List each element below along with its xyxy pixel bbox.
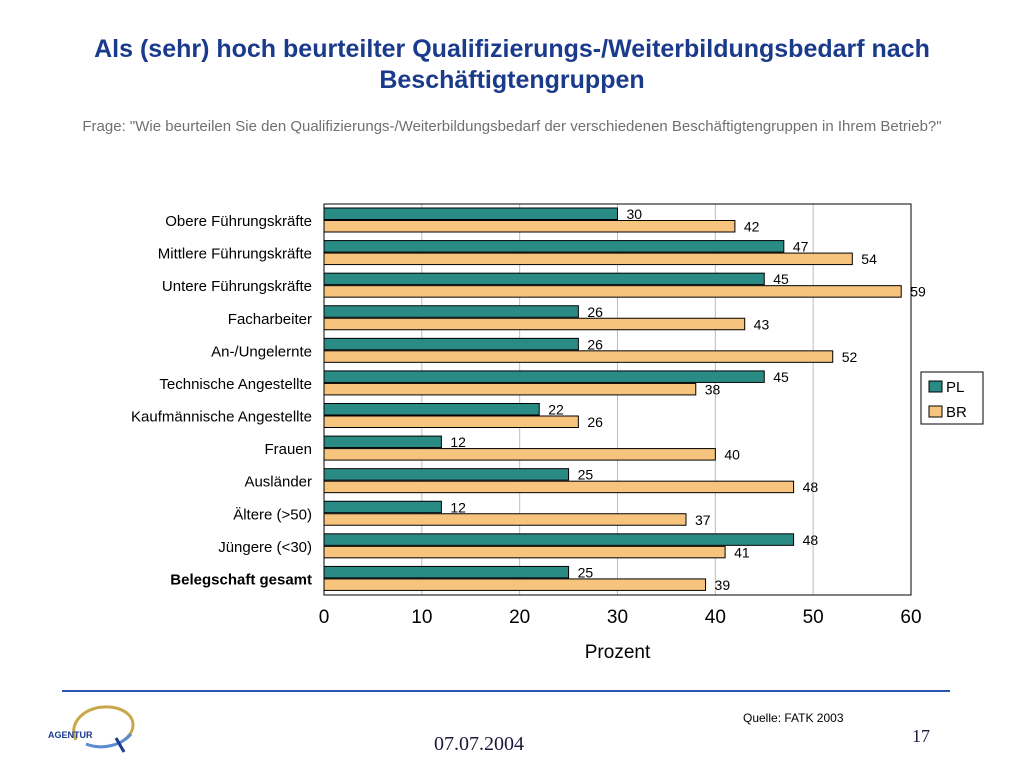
br-bar <box>323 252 853 266</box>
category-label: Mittlere Führungskräfte <box>158 246 312 263</box>
x-tick-label: 50 <box>803 607 824 628</box>
category-label: Ältere (>50) <box>233 506 312 523</box>
pl-bar <box>323 272 765 286</box>
br-bar <box>323 285 902 298</box>
br-bar <box>323 480 795 494</box>
data-label: 22 <box>548 402 564 418</box>
category-label: Belegschaft gesamt <box>170 571 312 588</box>
data-label: 40 <box>724 447 740 463</box>
data-label: 25 <box>578 564 594 580</box>
br-bar <box>323 350 834 363</box>
data-label: 48 <box>803 479 819 495</box>
x-tick-label: 20 <box>509 607 530 628</box>
category-label: Obere Führungskräfte <box>165 213 312 230</box>
category-label: Frauen <box>264 441 312 458</box>
data-label: 26 <box>587 336 603 352</box>
pl-bar <box>323 403 540 416</box>
x-tick-label: 10 <box>411 607 432 628</box>
category-label: An-/Ungelernte <box>211 343 312 360</box>
category-label: Technische Angestellte <box>159 376 312 393</box>
legend-label: BR <box>946 404 967 421</box>
category-label: Kaufmännische Angestellte <box>131 409 312 426</box>
source-note: Quelle: FATK 2003 <box>743 711 844 725</box>
bar-chart: Obere Führungskräfte 30 42 Mittlere Führung… <box>131 203 984 663</box>
data-label: 37 <box>695 512 711 528</box>
pl-bar <box>323 305 579 318</box>
category-label: Jüngere (<30) <box>218 539 312 556</box>
legend-label: PL <box>946 379 964 396</box>
br-bar <box>323 578 707 591</box>
data-label: 38 <box>705 381 721 397</box>
category-label: Facharbeiter <box>228 311 312 328</box>
data-label: 39 <box>715 577 731 593</box>
category-label: Untere Führungskräfte <box>162 278 312 295</box>
br-bar <box>323 545 726 559</box>
x-tick-label: 60 <box>900 607 921 628</box>
pl-bar <box>323 435 442 449</box>
x-tick-label: 0 <box>319 607 330 628</box>
data-label: 45 <box>773 271 789 287</box>
x-tick-label: 40 <box>705 607 726 628</box>
pl-bar <box>323 565 570 579</box>
data-label: 12 <box>450 434 466 450</box>
legend-swatch-br <box>928 405 943 418</box>
data-label: 54 <box>861 251 877 267</box>
br-bar <box>323 513 687 526</box>
data-label: 48 <box>803 532 819 548</box>
pl-bar <box>323 468 570 481</box>
pl-bar <box>323 207 618 220</box>
data-label: 26 <box>587 414 603 430</box>
data-label: 45 <box>773 369 789 385</box>
data-label: 25 <box>578 467 594 483</box>
data-label: 12 <box>450 499 466 515</box>
data-label: 47 <box>793 239 809 255</box>
pl-bar <box>323 370 765 383</box>
data-label: 41 <box>734 544 750 560</box>
data-label: 42 <box>744 219 760 235</box>
data-label: 59 <box>910 284 926 300</box>
br-bar <box>323 415 579 428</box>
plot-frame <box>323 203 912 596</box>
pl-bar <box>323 240 785 253</box>
br-bar <box>323 448 716 461</box>
chart-subtitle: Frage: "Wie beurteilen Sie den Qualifizi… <box>82 118 942 135</box>
data-label: 30 <box>627 206 643 222</box>
pl-bar <box>323 533 795 546</box>
x-axis-label: Prozent <box>585 642 651 663</box>
x-tick-label: 30 <box>607 607 628 628</box>
data-label: 43 <box>754 316 770 332</box>
category-label: Ausländer <box>244 474 312 491</box>
br-bar <box>323 382 697 396</box>
br-bar <box>323 220 736 233</box>
data-label: 26 <box>587 304 603 320</box>
page-number: 17 <box>912 726 930 746</box>
agentur-logo: AGENTUR <box>48 705 135 753</box>
chart-title: Als (sehr) hoch beurteilter Qualifizieru… <box>94 35 930 94</box>
date-label: 07.07.2004 <box>434 733 524 755</box>
pl-bar <box>323 337 579 351</box>
pl-bar <box>323 500 442 514</box>
br-bar <box>323 317 746 331</box>
data-label: 52 <box>842 349 858 365</box>
legend-swatch-pl <box>928 380 943 393</box>
svg-text:AGENTUR: AGENTUR <box>48 730 93 740</box>
footer-divider <box>62 690 950 692</box>
